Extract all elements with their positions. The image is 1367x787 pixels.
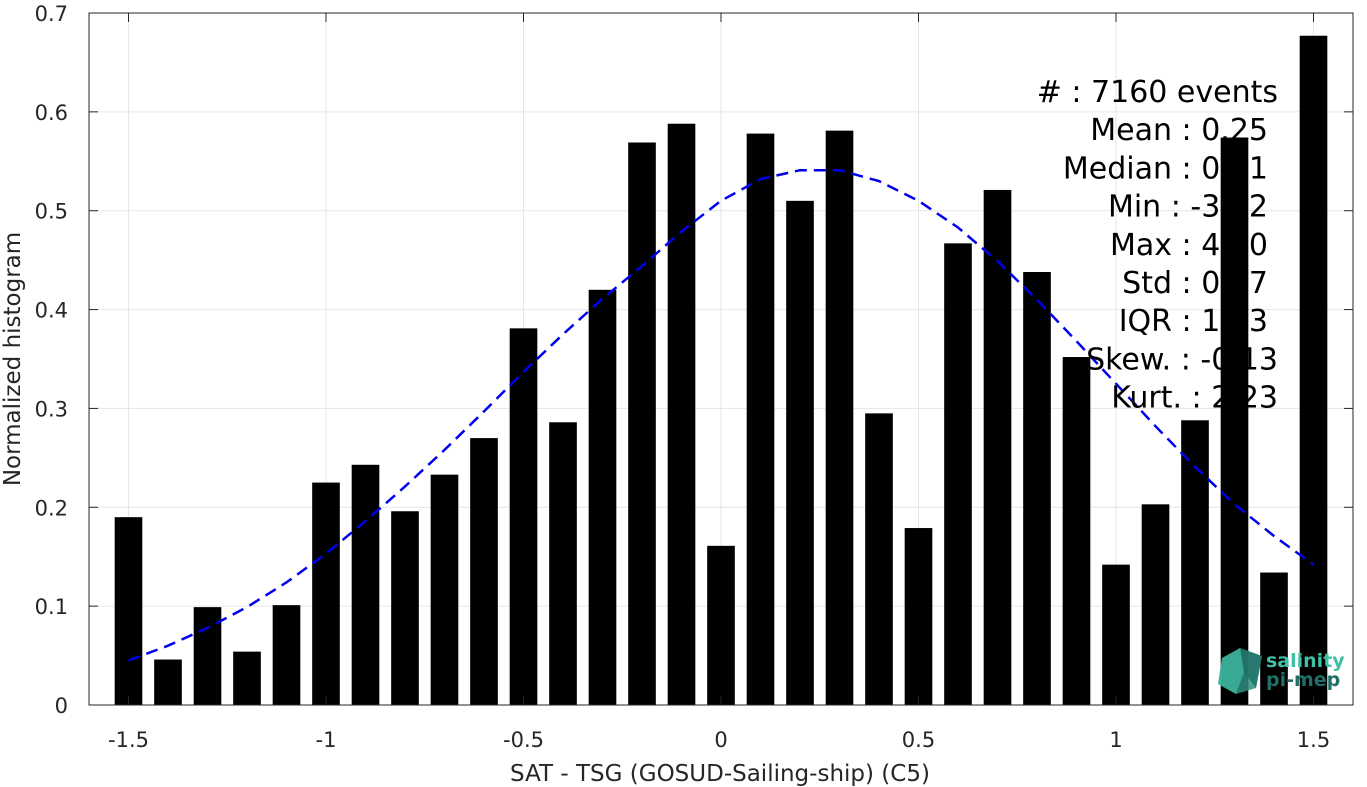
histogram-bar xyxy=(825,130,854,705)
histogram-bar xyxy=(1062,357,1091,705)
histogram-bar xyxy=(865,413,893,705)
histogram-bar xyxy=(154,659,182,705)
stat-line: Kurt. : 2.23 xyxy=(1111,381,1278,416)
x-tick-label: -1 xyxy=(316,728,337,752)
stat-line: Median : 0.21 xyxy=(1063,151,1268,186)
stat-line: Std : 0.87 xyxy=(1122,266,1268,301)
histogram-bar xyxy=(667,123,696,706)
histogram-bars xyxy=(114,35,1328,706)
y-tick-label: 0.4 xyxy=(35,299,68,323)
gaussian-fit-line xyxy=(128,168,1315,662)
stat-line: Skew. : -0.13 xyxy=(1086,342,1278,377)
histogram-bar xyxy=(1141,504,1170,705)
y-tick-label: 0.6 xyxy=(35,101,68,125)
logo-text-salinity: salinity xyxy=(1266,650,1345,672)
x-tick-label: 1 xyxy=(1109,728,1122,752)
histogram-bar xyxy=(746,133,775,705)
x-tick-label: 0 xyxy=(714,728,727,752)
x-axis-label: SAT - TSG (GOSUD-Sailing-ship) (C5) xyxy=(510,761,930,787)
x-tick-labels: -1.5 -1 -0.5 0 0.5 1 1.5 xyxy=(108,728,1330,752)
axis-ticks xyxy=(89,12,1353,706)
y-tick-label: 0.5 xyxy=(35,200,68,224)
histogram-bar xyxy=(786,200,814,706)
histogram-bar xyxy=(1023,272,1051,705)
histogram-bar xyxy=(470,438,498,705)
x-tick-label: 1.5 xyxy=(1297,728,1330,752)
histogram-bar xyxy=(1102,564,1130,705)
histogram-bar xyxy=(114,517,143,705)
salinity-pimep-logo: salinity pi-mep xyxy=(1218,648,1345,694)
histogram-bar xyxy=(233,651,261,705)
histogram-bar xyxy=(1299,35,1328,706)
y-axis-label: Normalized histogram xyxy=(0,232,26,486)
histogram-bar xyxy=(628,142,656,705)
stat-line: Max : 4.60 xyxy=(1110,228,1268,263)
histogram-bar xyxy=(430,474,459,705)
y-tick-label: 0.3 xyxy=(35,397,68,421)
x-tick-label: -1.5 xyxy=(108,728,149,752)
y-tick-label: 0 xyxy=(55,694,68,718)
histogram-bar xyxy=(983,189,1012,705)
histogram-bar xyxy=(509,328,538,705)
stat-line: # : 7160 events xyxy=(1037,75,1278,110)
x-tick-label: -0.5 xyxy=(503,728,544,752)
stat-line: IQR : 1.13 xyxy=(1119,304,1268,339)
y-tick-labels: 0 0.1 0.2 0.3 0.4 0.5 0.6 0.7 xyxy=(35,2,68,718)
histogram-bar xyxy=(312,482,340,705)
stat-line: Min : -3.32 xyxy=(1108,190,1268,225)
x-tick-label: 0.5 xyxy=(902,728,935,752)
logo-text-pimep: pi-mep xyxy=(1266,669,1340,691)
stat-line: Mean : 0.25 xyxy=(1090,113,1268,148)
histogram-bar xyxy=(1181,420,1209,705)
histogram-bar xyxy=(588,289,617,705)
histogram-bar xyxy=(351,464,380,705)
y-tick-label: 0.1 xyxy=(35,595,68,619)
histogram-bar xyxy=(549,422,577,705)
histogram-bar xyxy=(944,243,972,705)
y-tick-label: 0.2 xyxy=(35,496,68,520)
histogram-bar xyxy=(1220,137,1249,705)
histogram-bar xyxy=(391,511,419,705)
histogram-bar xyxy=(904,528,933,705)
y-tick-label: 0.7 xyxy=(35,2,68,26)
histogram-bar xyxy=(272,605,301,705)
histogram-bar xyxy=(1260,572,1288,705)
histogram-bar xyxy=(707,545,735,705)
